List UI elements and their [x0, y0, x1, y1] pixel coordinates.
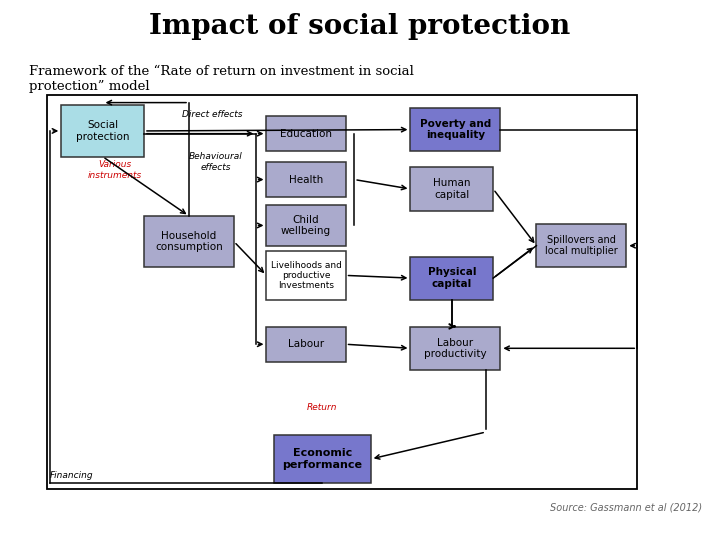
FancyBboxPatch shape	[274, 435, 371, 483]
Text: Impact of social protection: Impact of social protection	[149, 14, 571, 40]
Text: Physical
capital: Physical capital	[428, 267, 476, 289]
Text: Health: Health	[289, 174, 323, 185]
Text: Financing: Financing	[50, 471, 94, 480]
Text: Behavioural
effects: Behavioural effects	[189, 152, 243, 172]
FancyBboxPatch shape	[61, 105, 144, 157]
Text: Spillovers and
local multiplier: Spillovers and local multiplier	[545, 235, 618, 256]
Text: Poverty and
inequality: Poverty and inequality	[420, 119, 491, 140]
Text: Social
protection: Social protection	[76, 120, 130, 142]
Text: Framework of the “Rate of return on investment in social
protection” model: Framework of the “Rate of return on inve…	[29, 65, 414, 93]
Text: Various
instruments: Various instruments	[88, 160, 143, 180]
Text: Economic
performance: Economic performance	[282, 448, 362, 470]
Text: Child
wellbeing: Child wellbeing	[281, 214, 331, 237]
FancyBboxPatch shape	[536, 224, 626, 267]
FancyBboxPatch shape	[266, 327, 346, 362]
Text: Education: Education	[280, 129, 332, 139]
FancyBboxPatch shape	[144, 216, 234, 267]
FancyBboxPatch shape	[266, 251, 346, 300]
FancyBboxPatch shape	[410, 108, 500, 151]
Text: Return: Return	[307, 403, 337, 412]
FancyBboxPatch shape	[410, 327, 500, 370]
FancyBboxPatch shape	[410, 256, 493, 300]
Text: Livelihoods and
productive
Investments: Livelihoods and productive Investments	[271, 260, 341, 291]
Text: Labour: Labour	[288, 339, 324, 349]
FancyBboxPatch shape	[266, 116, 346, 151]
Text: Source: Gassmann et al (2012): Source: Gassmann et al (2012)	[550, 503, 702, 513]
FancyBboxPatch shape	[266, 162, 346, 197]
Text: Human
capital: Human capital	[433, 178, 471, 200]
Text: Labour
productivity: Labour productivity	[424, 338, 487, 359]
Text: Household
consumption: Household consumption	[155, 231, 223, 252]
Text: Direct effects: Direct effects	[182, 110, 243, 119]
FancyBboxPatch shape	[266, 205, 346, 246]
FancyBboxPatch shape	[410, 167, 493, 211]
